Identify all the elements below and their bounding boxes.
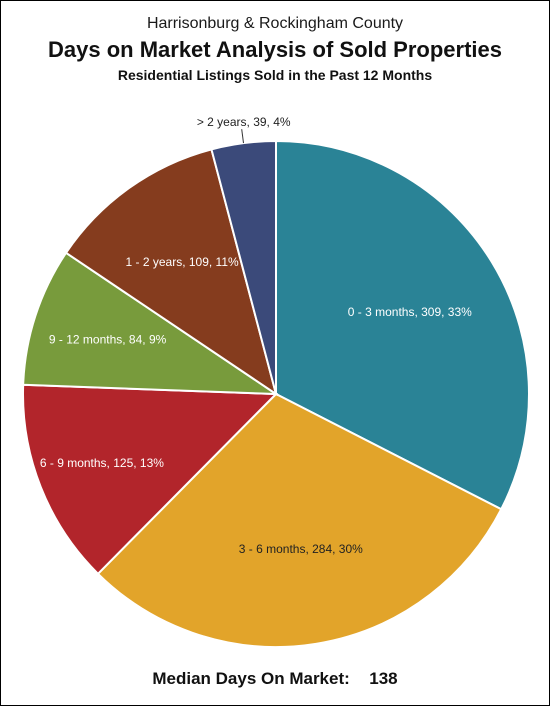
pie-slice-1-2-years (64, 148, 278, 397)
chart-subtitle: Residential Listings Sold in the Past 12… (117, 67, 433, 83)
chart-title: Days on Market Analysis of Sold Properti… (48, 37, 502, 62)
median-label: Median Days On Market: (152, 669, 350, 688)
pie-slice-over-2-years (210, 139, 277, 395)
median-value: 138 (369, 669, 398, 688)
chart-location-title: Harrisonburg & Rockingham County (146, 15, 404, 32)
slice-label-1-2-years: 1 - 2 years, 109, 11% (126, 255, 240, 269)
pie-slice-6-9-months (22, 383, 279, 576)
leader-line-over-2-years (241, 129, 244, 144)
median-days-footer: Median Days On Market: 138 (1, 669, 549, 689)
slice-label-6-9-months: 6 - 9 months, 125, 13% (40, 456, 164, 470)
pie-slice-9-12-months (22, 251, 280, 396)
pie-slice-3-6-months (96, 392, 503, 648)
slice-label-3-6-months: 3 - 6 months, 284, 30% (239, 542, 363, 556)
slice-label-over-2-years: > 2 years, 39, 4% (197, 115, 291, 129)
slice-label-9-12-months: 9 - 12 months, 84, 9% (49, 332, 167, 346)
pie-slice-0-3-months (275, 139, 530, 511)
slice-label-0-3-months: 0 - 3 months, 309, 33% (348, 305, 472, 319)
